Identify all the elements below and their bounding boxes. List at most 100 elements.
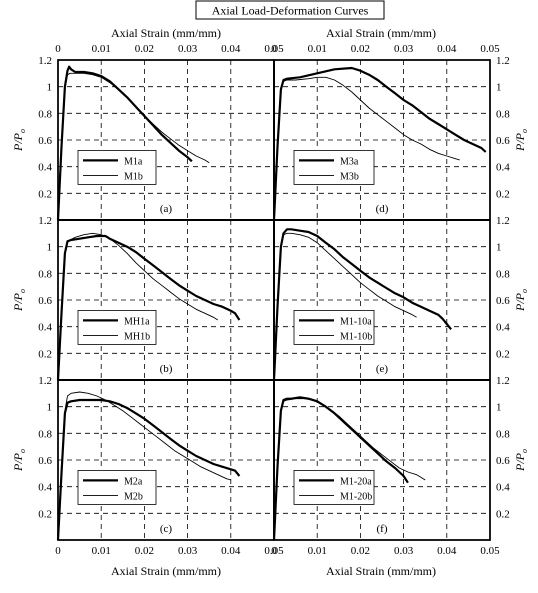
chart-panels: 0.20.40.60.811.20 0.01 0.02 0.03 0.04 0.05M1a…	[38, 43, 510, 557]
y-axis-label-left-top: P/Po	[11, 129, 27, 152]
x-tick-label: 0.01	[92, 43, 111, 55]
legend-label: MH1b	[124, 331, 150, 342]
y-tick-label: 1.2	[496, 55, 510, 67]
legend-box	[77, 149, 157, 185]
x-tick-label: 0	[271, 545, 277, 557]
x-tick-label: 0.01	[92, 545, 111, 557]
y-tick-label: 1.2	[38, 55, 52, 67]
y-tick-label: 0.4	[496, 162, 510, 174]
svg-text:P/Po: P/Po	[513, 289, 529, 312]
legend-label: M2a	[124, 476, 143, 487]
legend-label: M1b	[124, 171, 143, 182]
x-tick-label: 0.05	[264, 545, 284, 557]
series-line-m1-10b	[273, 232, 417, 381]
y-tick-label: 1	[496, 82, 502, 94]
series-line-m1a	[56, 65, 193, 221]
x-tick-label: 0.05	[264, 43, 284, 55]
panel-d: 0.2 0.4 0.6 0.8 1 1.2 0 0.01 0.02 0.03 0.04 0.05 M3a…	[271, 43, 510, 221]
y-tick-label: 1	[496, 402, 502, 414]
panel-label: (f)	[377, 523, 388, 535]
panel-b: 0.2 0.4 0.6 0.8 1 1.2 MH1a MH1b (b)	[38, 215, 274, 381]
x-tick-label: 0	[55, 545, 61, 557]
y-tick-label: 0.6	[38, 135, 52, 147]
panel-label: (e)	[376, 363, 389, 375]
legend-box	[77, 469, 157, 505]
figure-title: Axial Load-Deformation Curves	[212, 4, 369, 18]
svg-text:P/Po: P/Po	[11, 129, 27, 152]
legend-label: M1-20b	[340, 491, 372, 502]
y-tick-label: 0.6	[38, 455, 52, 467]
y-tick-label: 0.2	[38, 188, 52, 200]
y-tick-label: 0.4	[38, 482, 52, 494]
y-tick-label: 0.2	[38, 348, 52, 360]
y-tick-label: 0.6	[496, 135, 510, 147]
x-tick-label: 0.04	[221, 43, 241, 55]
legend-label: MH1a	[124, 316, 150, 327]
svg-text:P/Po: P/Po	[11, 289, 27, 312]
legend-label: M2b	[124, 491, 143, 502]
y-tick-label: 0.4	[38, 162, 52, 174]
panel-a: 0.2 0.4 0.6 0.8 1 1.20 0.01 0.02 0.03 0.04 0.05 M1a…	[38, 43, 284, 221]
y-tick-label: 0.8	[496, 108, 510, 120]
series-line-m1-10a	[272, 228, 452, 381]
legend-box	[77, 309, 157, 345]
legend-label: M1-10a	[340, 316, 372, 327]
y-tick-label: 0.8	[496, 268, 510, 280]
y-tick-label: 0.4	[496, 322, 510, 334]
y-tick-label: 0.2	[496, 348, 510, 360]
x-axis-label-top-right: Axial Strain (mm/mm)	[326, 26, 436, 40]
x-tick-label: 0.03	[178, 545, 198, 557]
x-tick-label: 0.03	[394, 43, 414, 55]
panel-e: 0.2 0.4 0.6 0.8 1 1.2 M1-10a M1-10b (e)	[272, 215, 510, 381]
y-axis-label-left-middle: P/Po	[11, 289, 27, 312]
x-axis-label-bottom-right: Axial Strain (mm/mm)	[326, 564, 436, 578]
series-line-mh1a	[56, 234, 241, 381]
x-tick-label: 0.04	[437, 43, 457, 55]
y-tick-label: 1	[47, 82, 53, 94]
y-tick-label: 0.6	[496, 295, 510, 307]
legend: M1-10a M1-10b	[293, 309, 375, 345]
x-tick-label: 0.05	[480, 43, 500, 55]
y-tick-label: 1.2	[38, 215, 52, 227]
y-axis-label-right-middle: P/Po	[513, 289, 529, 312]
y-axis-label-right-bottom: P/Po	[513, 449, 529, 472]
x-tick-label: 0.02	[351, 545, 370, 557]
svg-text:P/Po: P/Po	[513, 129, 529, 152]
x-tick-label: 0.04	[437, 545, 457, 557]
panel-label: (a)	[160, 203, 173, 215]
legend-box	[293, 469, 375, 505]
y-tick-label: 0.8	[38, 108, 52, 120]
series-line-m3a	[272, 66, 487, 221]
y-tick-label: 0.2	[496, 508, 510, 520]
y-tick-label: 0.4	[496, 482, 510, 494]
legend: M1-20a M1-20b	[293, 469, 375, 505]
legend-label: M1-10b	[340, 331, 372, 342]
x-tick-label: 0.05	[480, 545, 500, 557]
x-tick-label: 0.03	[394, 545, 414, 557]
y-tick-label: 0.8	[38, 268, 52, 280]
x-tick-label: 0.03	[178, 43, 198, 55]
x-tick-label: 0	[55, 43, 61, 55]
legend-label: M1a	[124, 156, 143, 167]
series-line-m3b	[273, 76, 460, 221]
y-tick-label: 1	[47, 242, 53, 254]
series-line-mh1b	[57, 232, 219, 381]
figure-title-box	[195, 0, 385, 20]
panel-label: (b)	[160, 363, 173, 375]
y-tick-label: 1.2	[38, 375, 52, 387]
y-axis-label-left-bottom: P/Po	[11, 449, 27, 472]
legend-label: M3b	[340, 171, 359, 182]
series-line-m1-20a	[272, 396, 409, 541]
svg-text:P/Po: P/Po	[513, 449, 529, 472]
legend-box	[293, 149, 375, 185]
x-tick-label: 0.02	[135, 43, 154, 55]
series-line-m2b	[57, 391, 231, 541]
legend-box	[293, 309, 375, 345]
x-axis-label-bottom-left: Axial Strain (mm/mm)	[111, 564, 221, 578]
series-line-m1b	[57, 72, 210, 221]
panel-label: (d)	[376, 203, 389, 215]
